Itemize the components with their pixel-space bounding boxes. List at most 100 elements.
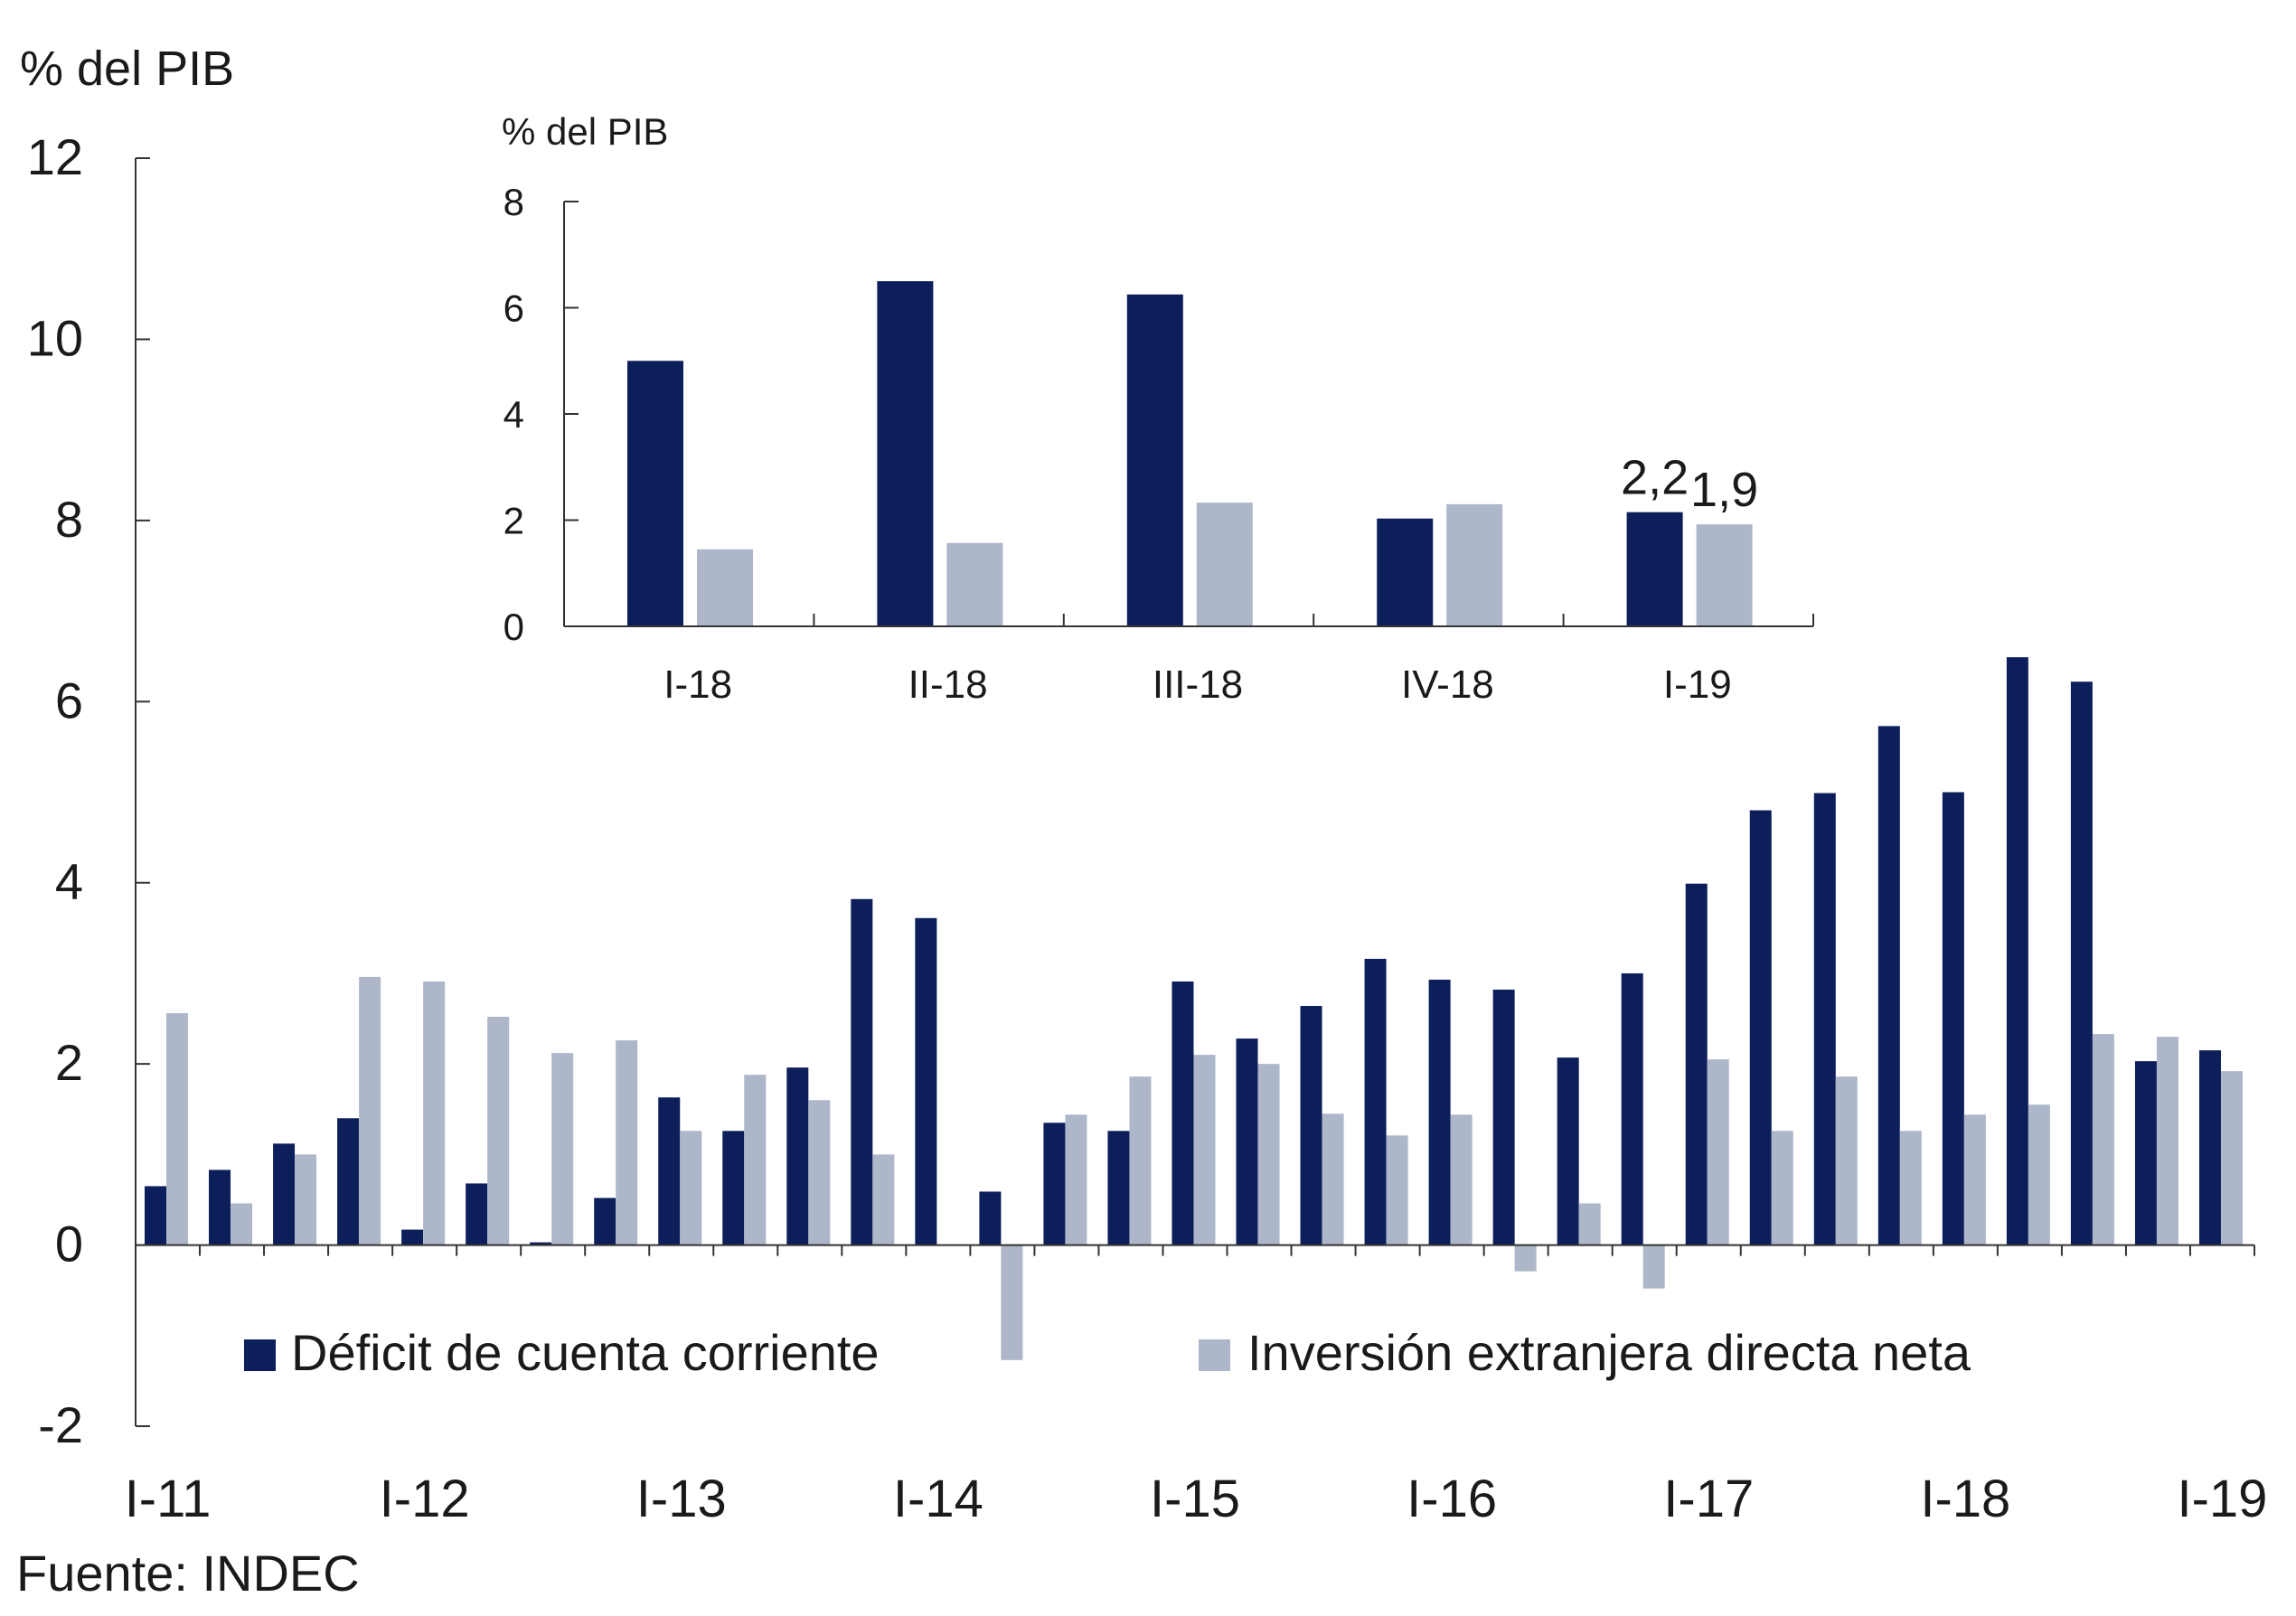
inset-x-tick-label: IV-18 — [1401, 662, 1494, 707]
bar-ied — [551, 1053, 574, 1245]
inset-bar-ied — [1446, 503, 1503, 626]
inset-y-tick-labels: 0 2 4 6 8 — [503, 181, 524, 648]
inset-y-tick-label: 2 — [503, 500, 524, 542]
bar-deficit — [1236, 1038, 1258, 1245]
bar-deficit — [466, 1183, 488, 1245]
main-x-tick-labels: I-11 I-12 I-13 I-14 I-15 I-16 I-17 I-18 I-19 — [125, 1470, 2268, 1528]
bar-deficit — [1492, 989, 1515, 1245]
bar-ied — [1193, 1055, 1216, 1245]
inset-bar-deficit — [1626, 512, 1683, 626]
inset-bar-deficit — [877, 281, 934, 626]
main-x-tick-label: I-17 — [1663, 1470, 1754, 1528]
bar-ied — [1386, 1135, 1408, 1245]
bar-ied — [680, 1131, 702, 1245]
bar-deficit — [979, 1191, 1002, 1245]
source-note: Fuente: INDEC — [16, 1545, 360, 1602]
main-y-tick-label: 6 — [55, 672, 83, 728]
bar-deficit — [1172, 981, 1194, 1245]
bar-ied — [808, 1100, 831, 1245]
bar-ied — [872, 1154, 895, 1245]
main-y-tick-label: 12 — [27, 128, 83, 185]
bar-deficit — [1364, 958, 1387, 1245]
bar-ied — [231, 1203, 253, 1245]
inset-data-label: 1,9 — [1690, 463, 1758, 517]
main-x-tick-label: I-13 — [636, 1470, 727, 1528]
bar-deficit — [594, 1198, 616, 1245]
inset-x-tick-label: I-18 — [663, 662, 732, 707]
bar-ied — [487, 1017, 510, 1245]
inset-y-tick-label: 8 — [503, 181, 524, 223]
bar-ied — [616, 1040, 638, 1245]
main-x-tick-label: I-11 — [125, 1470, 212, 1528]
bar-deficit — [1877, 726, 1900, 1245]
inset-x-tick-label: I-19 — [1663, 662, 1732, 707]
bar-ied — [1001, 1245, 1023, 1360]
main-axes — [135, 157, 2255, 1427]
inset-y-tick-label: 0 — [503, 606, 524, 648]
bar-ied — [1899, 1131, 1922, 1245]
bar-deficit — [658, 1097, 681, 1245]
bar-ied — [1963, 1114, 1986, 1245]
bar-deficit — [1043, 1123, 1066, 1245]
inset-y-axis-title: % del PIB — [502, 110, 668, 153]
bar-deficit — [337, 1118, 360, 1245]
bar-deficit — [145, 1186, 166, 1245]
legend-label-deficit: Déficit de cuenta corriente — [291, 1324, 880, 1381]
bar-deficit — [401, 1229, 424, 1245]
inset-chart: % del PIB 0 2 4 6 8 I-18 II-18 III-18 IV-18 I-19… — [502, 110, 1814, 707]
bar-deficit — [1749, 810, 1772, 1245]
bar-ied — [1450, 1114, 1473, 1245]
inset-x-tick-label: II-18 — [908, 662, 988, 707]
legend: Déficit de cuenta corriente Inversión ex… — [244, 1324, 1971, 1381]
bar-ied — [2220, 1071, 2243, 1245]
inset-bar-ied — [697, 549, 753, 626]
bar-deficit — [530, 1242, 552, 1245]
bar-deficit — [273, 1143, 296, 1245]
bar-deficit — [1621, 972, 1643, 1245]
bar-ied — [744, 1075, 767, 1245]
bar-deficit — [1685, 883, 1708, 1245]
inset-bar-ied — [946, 542, 1003, 626]
inset-bars — [627, 281, 1753, 626]
bar-deficit — [2070, 681, 2093, 1245]
main-y-tick-label: 8 — [55, 491, 83, 548]
bar-deficit — [1107, 1131, 1130, 1245]
main-x-tick-label: I-19 — [2178, 1470, 2268, 1528]
bar-ied — [1835, 1076, 1858, 1245]
main-y-tick-label: -2 — [38, 1396, 83, 1453]
inset-x-tick-labels: I-18 II-18 III-18 IV-18 I-19 — [663, 662, 1731, 707]
bar-ied — [1578, 1203, 1601, 1245]
bar-ied — [2156, 1037, 2178, 1245]
legend-swatch-ied — [1199, 1339, 1230, 1371]
bar-deficit — [1300, 1006, 1322, 1245]
bar-deficit — [915, 917, 937, 1245]
inset-bar-deficit — [1126, 294, 1183, 626]
inset-annotations: 2,2 1,9 — [1621, 451, 1758, 518]
bar-ied — [1771, 1131, 1793, 1245]
main-y-tick-label: 2 — [55, 1034, 83, 1091]
bar-ied — [423, 981, 446, 1245]
main-x-tick-label: I-12 — [380, 1470, 470, 1528]
bar-deficit — [209, 1170, 231, 1245]
main-y-tick-label: 10 — [27, 309, 83, 366]
bar-ied — [1707, 1059, 1729, 1245]
inset-x-tick-label: III-18 — [1153, 662, 1243, 707]
bar-deficit — [1557, 1057, 1579, 1245]
bar-deficit — [722, 1131, 745, 1245]
bar-ied — [1642, 1245, 1665, 1289]
bar-deficit — [2198, 1050, 2221, 1245]
inset-data-label: 2,2 — [1621, 451, 1689, 505]
inset-bar-ied — [1696, 524, 1753, 626]
main-x-tick-label: I-14 — [893, 1470, 983, 1528]
bar-ied — [359, 976, 381, 1245]
inset-bar-ied — [1196, 503, 1253, 626]
bar-ied — [1257, 1064, 1280, 1245]
bar-deficit — [1942, 792, 1964, 1245]
legend-label-ied: Inversión extranjera directa neta — [1247, 1324, 1971, 1381]
bar-deficit — [851, 898, 873, 1245]
bar-ied — [1065, 1114, 1087, 1245]
bar-ied — [1322, 1113, 1344, 1245]
